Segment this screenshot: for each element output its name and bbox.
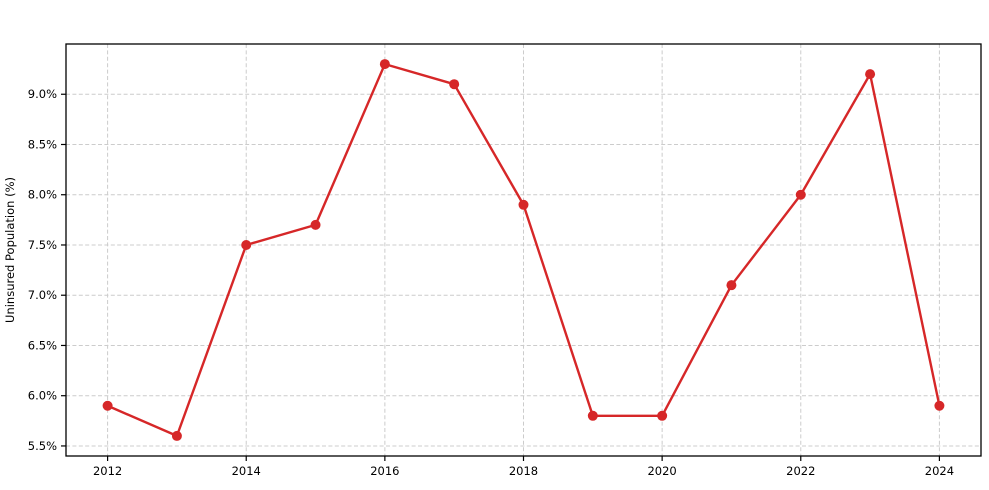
data-point-2017 [449, 79, 460, 90]
x-tick-label: 2018 [509, 464, 538, 478]
data-point-2024 [934, 400, 945, 411]
y-axis-label: Uninsured Population (%) [3, 177, 17, 323]
x-tick-label: 2012 [93, 464, 122, 478]
y-tick-label: 8.5% [28, 137, 57, 151]
data-point-2012 [102, 400, 113, 411]
x-tick-label: 2016 [370, 464, 399, 478]
y-tick-label: 7.0% [28, 288, 57, 302]
y-tick-label: 8.0% [28, 188, 57, 202]
y-tick-label: 6.5% [28, 338, 57, 352]
data-point-2022 [795, 189, 806, 200]
x-tick-label: 2020 [647, 464, 676, 478]
data-point-2015 [310, 219, 321, 230]
x-tick-label: 2022 [786, 464, 815, 478]
y-tick-label: 9.0% [28, 87, 57, 101]
y-tick-label: 6.0% [28, 389, 57, 403]
data-point-2019 [587, 410, 598, 421]
data-point-2013 [171, 430, 182, 441]
y-tick-label: 5.5% [28, 439, 57, 453]
data-point-2023 [865, 69, 876, 80]
data-point-2020 [657, 410, 668, 421]
data-point-2018 [518, 199, 529, 210]
data-point-2016 [379, 59, 390, 70]
x-tick-label: 2024 [925, 464, 954, 478]
y-tick-label: 7.5% [28, 238, 57, 252]
x-tick-label: 2014 [232, 464, 261, 478]
data-point-2014 [241, 239, 252, 250]
data-point-2021 [726, 280, 737, 291]
